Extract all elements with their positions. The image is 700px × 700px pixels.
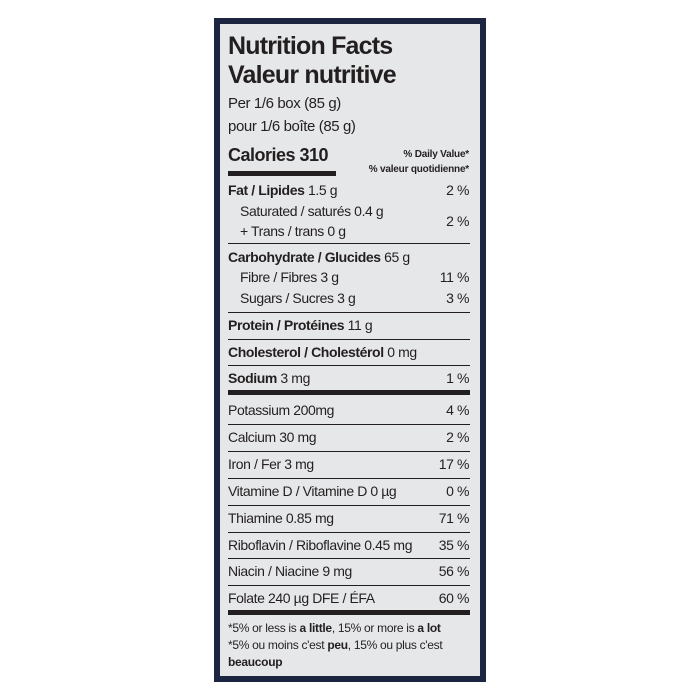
- nutrition-label: [220, 24, 480, 676]
- divider: [228, 365, 470, 366]
- nutrient-fibre-dv: 11 %: [439, 269, 470, 285]
- divider: [228, 478, 470, 479]
- vitamin-iron-dv: 17 %: [438, 456, 470, 472]
- nutrient-saturated-dv: 2 %: [446, 213, 469, 229]
- vitamin-calcium-dv: 2 %: [446, 429, 469, 445]
- nutrient-protein: Protein / Protéines 11 g: [228, 317, 373, 333]
- divider: [228, 585, 470, 586]
- vitamin-folate-dv: 60 %: [438, 590, 470, 606]
- footnote-fr: *5% ou moins c'est peu, 15% ou plus c'es…: [228, 638, 443, 652]
- divider: [228, 532, 470, 533]
- footnote-en: *5% or less is a little, 15% or more is …: [228, 621, 441, 635]
- vitamin-riboflavin-dv: 35 %: [438, 537, 470, 553]
- vitamin-potassium-dv: 4 %: [446, 402, 469, 418]
- calories: Calories 310: [228, 145, 329, 165]
- nutrient-sodium-dv: 1 %: [446, 370, 469, 386]
- vitamin-thiamine: Thiamine 0.85 mg: [228, 510, 334, 526]
- daily-value-fr: % valeur quotidienne*: [368, 164, 469, 175]
- divider: [228, 451, 470, 452]
- vitamin-iron: Iron / Fer 3 mg: [228, 456, 314, 472]
- divider: [228, 243, 470, 244]
- daily-value-en: % Daily Value*: [403, 149, 469, 160]
- vitamin-calcium: Calcium 30 mg: [228, 429, 317, 445]
- vitamin-potassium: Potassium 200mg: [228, 402, 335, 418]
- vitamin-d: Vitamine D / Vitamine D 0 µg: [228, 483, 397, 499]
- divider: [228, 312, 470, 313]
- title-en: Nutrition Facts: [228, 32, 393, 60]
- nutrient-sugars-dv: 3 %: [446, 290, 469, 306]
- divider: [228, 339, 470, 340]
- nutrient-fat: Fat / Lipides 1.5 g: [228, 182, 338, 198]
- divider: [228, 558, 470, 559]
- calories-bar: [228, 171, 336, 176]
- serving-fr: pour 1/6 boîte (85 g): [228, 118, 356, 135]
- nutrient-cholesterol: Cholesterol / Cholestérol 0 mg: [228, 344, 417, 360]
- thick-divider: [228, 610, 470, 615]
- divider: [228, 424, 470, 425]
- vitamin-riboflavin: Riboflavin / Riboflavine 0.45 mg: [228, 537, 413, 553]
- nutrient-sugars: Sugars / Sucres 3 g: [240, 290, 356, 306]
- vitamin-d-dv: 0 %: [446, 483, 469, 499]
- vitamin-niacin: Niacin / Niacine 9 mg: [228, 563, 352, 579]
- footnote-fr-continued: beaucoup: [228, 655, 283, 669]
- divider: [228, 505, 470, 506]
- nutrient-sodium: Sodium 3 mg: [228, 370, 310, 386]
- serving-en: Per 1/6 box (85 g): [228, 95, 341, 112]
- thick-divider: [228, 390, 470, 395]
- nutrient-trans: + Trans / trans 0 g: [240, 223, 346, 239]
- nutrient-saturated: Saturated / saturés 0.4 g: [240, 203, 384, 219]
- nutrient-fat-dv: 2 %: [446, 182, 469, 198]
- title-fr: Valeur nutritive: [228, 61, 397, 89]
- nutrient-fibre: Fibre / Fibres 3 g: [240, 269, 339, 285]
- vitamin-niacin-dv: 56 %: [438, 563, 470, 579]
- vitamin-thiamine-dv: 71 %: [438, 510, 470, 526]
- nutrient-carbohydrate: Carbohydrate / Glucides 65 g: [228, 249, 410, 265]
- vitamin-folate: Folate 240 µg DFE / ÉFA: [228, 590, 375, 606]
